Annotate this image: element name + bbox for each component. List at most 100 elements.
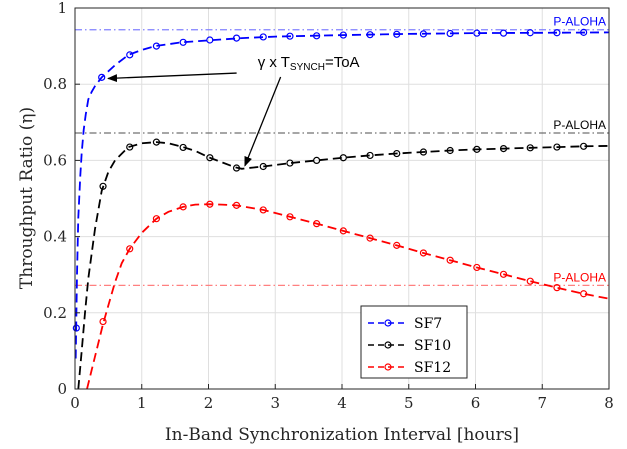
data-point-sf7	[286, 32, 294, 40]
data-point-sf12	[259, 206, 267, 214]
data-point-sf7	[446, 29, 454, 38]
y-axis-title: Throughput Ratio (η)	[17, 107, 37, 289]
series-layer	[75, 31, 609, 389]
data-point-sf10	[179, 143, 187, 152]
data-point-sf12	[152, 215, 161, 223]
grid	[75, 8, 609, 389]
data-point-sf7	[72, 324, 80, 332]
data-point-sf12	[446, 256, 454, 264]
data-point-sf10	[419, 148, 428, 156]
markers-layer	[72, 28, 588, 332]
data-point-sf10	[499, 144, 508, 153]
x-axis: 0 1 2 3 4 5 6 7 8	[70, 384, 614, 412]
legend-marker-sf10	[384, 341, 392, 349]
data-point-sf10	[526, 144, 534, 152]
data-point-sf12	[580, 290, 588, 298]
legend-marker-sf7	[384, 319, 392, 327]
data-point-sf12	[553, 284, 561, 292]
data-point-sf10	[313, 156, 321, 164]
data-point-sf10	[206, 154, 214, 162]
x-tick-label: 1	[137, 394, 147, 412]
y-tick-label: 1	[57, 0, 67, 17]
x-tick-label: 6	[471, 394, 481, 412]
data-point-sf7	[232, 34, 241, 42]
data-point-sf12	[366, 234, 374, 242]
data-point-sf7	[366, 31, 374, 39]
reference-label: P-ALOHA	[553, 270, 606, 284]
data-point-sf12	[526, 277, 534, 285]
x-axis-title: In-Band Synchronization Interval [hours]	[165, 425, 519, 445]
data-point-sf10	[366, 151, 374, 160]
annotation-prefix: γ x T	[258, 54, 290, 71]
y-tick-label: 0.6	[43, 151, 67, 169]
data-point-sf7	[419, 30, 428, 38]
legend: SF7 SF10 SF12	[360, 305, 468, 379]
data-point-sf10	[446, 146, 454, 155]
data-point-sf7	[393, 30, 401, 38]
legend-label-sf12: SF12	[414, 360, 451, 376]
y-axis: 0 0.2 0.4 0.6 0.8 1	[43, 0, 80, 398]
data-point-sf7	[152, 42, 161, 50]
annotation-subscript: SYNCH	[290, 62, 325, 73]
data-point-sf12	[393, 241, 401, 249]
data-point-sf7	[259, 33, 267, 41]
reference-label: P-ALOHA	[553, 118, 606, 132]
x-tick-label: 4	[337, 394, 347, 412]
series-line-sf7	[75, 31, 609, 359]
legend-marker-sf12	[384, 363, 392, 371]
data-point-sf10	[259, 162, 267, 171]
y-tick-label: 0.4	[43, 228, 67, 246]
data-point-sf7	[339, 31, 347, 39]
data-point-sf12	[206, 200, 214, 208]
data-point-sf10	[339, 154, 347, 162]
annotation: γ x TSYNCH=ToA	[107, 54, 360, 167]
x-tick-label: 5	[404, 394, 414, 412]
x-tick-label: 3	[270, 394, 280, 412]
data-point-sf7	[179, 38, 187, 46]
x-tick-label: 0	[70, 394, 80, 412]
data-point-sf10	[232, 164, 241, 172]
data-point-sf10	[553, 143, 561, 151]
x-tick-label: 7	[537, 394, 547, 412]
data-point-sf12	[499, 270, 508, 278]
data-point-sf12	[232, 201, 241, 209]
data-point-sf7	[126, 51, 134, 59]
annotation-text: γ x TSYNCH=ToA	[258, 54, 360, 73]
data-point-sf12	[99, 317, 107, 326]
series-line-sf10	[77, 141, 609, 389]
reference-label: P-ALOHA	[553, 15, 606, 29]
legend-box	[360, 305, 468, 379]
data-point-sf12	[126, 245, 134, 253]
series-line-sf12	[86, 203, 609, 389]
data-point-sf7	[580, 28, 588, 36]
data-point-sf12	[339, 227, 347, 235]
legend-label-sf7: SF7	[414, 316, 442, 332]
x-tick-label: 2	[204, 394, 214, 412]
data-point-sf10	[126, 143, 134, 151]
data-point-sf12	[179, 203, 187, 211]
y-tick-label: 0.2	[43, 304, 67, 322]
data-point-sf12	[473, 263, 481, 272]
data-point-sf12	[419, 249, 428, 257]
y-tick-label: 0	[57, 380, 67, 398]
data-point-sf7	[206, 36, 214, 44]
reference-lines: P-ALOHA P-ALOHA P-ALOHA	[75, 15, 609, 286]
data-point-sf7	[553, 29, 561, 37]
data-point-sf10	[286, 159, 294, 167]
data-point-sf7	[499, 29, 508, 37]
annotation-arrow	[244, 76, 282, 167]
data-point-sf7	[98, 73, 106, 81]
data-point-sf7	[313, 32, 321, 40]
data-point-sf12	[286, 213, 294, 221]
data-point-sf7	[473, 29, 481, 37]
data-point-sf10	[580, 142, 588, 150]
data-point-sf10	[99, 182, 107, 190]
annotation-arrow	[107, 72, 237, 83]
legend-label-sf10: SF10	[414, 338, 451, 354]
x-tick-label: 8	[604, 394, 614, 412]
y-tick-label: 0.8	[43, 75, 67, 93]
annotation-suffix: =ToA	[325, 54, 360, 71]
data-point-sf7	[526, 29, 534, 37]
data-point-sf12	[313, 220, 321, 228]
